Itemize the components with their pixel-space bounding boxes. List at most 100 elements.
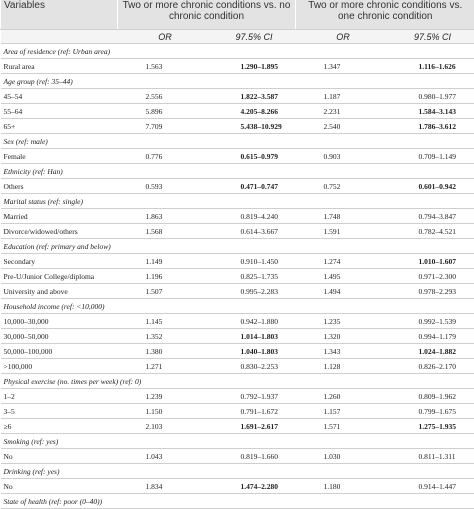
row-label: 45–54 <box>1 89 118 104</box>
row-label: 30,000–50,000 <box>1 329 118 344</box>
value-cell: 1.040–1.803 <box>213 344 296 359</box>
value-cell: 0.942–1.880 <box>213 314 296 329</box>
value-cell: 0.978–2.293 <box>391 284 474 299</box>
value-cell: 0.819–1.660 <box>213 449 296 464</box>
subheader-row: OR 97.5% CI OR 97.5% CI <box>1 30 474 44</box>
value-cell: 1.145 <box>118 314 213 329</box>
value-cell: 2.231 <box>296 104 391 119</box>
value-cell: 0.910–1.450 <box>213 254 296 269</box>
value-cell: 0.980–1.977 <box>391 89 474 104</box>
value-text: 1.116–1.626 <box>419 62 456 71</box>
row-label: 10,000–30,000 <box>1 314 118 329</box>
value-cell: 0.782–4.521 <box>391 224 474 239</box>
value-text: 1.474–2.280 <box>241 482 279 491</box>
value-cell: 1.290–1.895 <box>213 59 296 74</box>
value-cell: 0.914–1.447 <box>391 479 474 494</box>
value-cell: 1.180 <box>296 479 391 494</box>
value-text: 1.040–1.803 <box>241 347 279 356</box>
value-cell: 1.320 <box>296 329 391 344</box>
value-cell: 1.239 <box>118 389 213 404</box>
value-cell: 0.903 <box>296 149 391 164</box>
value-text: 1.290–1.895 <box>241 62 279 71</box>
section-row: Area of residence (ref: Urban area) <box>1 44 474 59</box>
section-label: Sex (ref: male) <box>1 134 474 149</box>
section-row: State of health (ref: poor (0–40)) <box>1 494 474 509</box>
value-cell: 1.187 <box>296 89 391 104</box>
value-text: 0.601–0.942 <box>419 182 457 191</box>
value-cell: 5.896 <box>118 104 213 119</box>
value-cell: 2.103 <box>118 419 213 434</box>
section-label: Area of residence (ref: Urban area) <box>1 44 474 59</box>
section-label: Physical exercise (no. times per week) (… <box>1 374 474 389</box>
row-label: Pre-U/Junior College/diploma <box>1 269 118 284</box>
value-cell: 1.157 <box>296 404 391 419</box>
value-cell: 0.776 <box>118 149 213 164</box>
row-label: Secondary <box>1 254 118 269</box>
value-cell: 1.380 <box>118 344 213 359</box>
value-cell: 1.128 <box>296 359 391 374</box>
value-cell: 1.474–2.280 <box>213 479 296 494</box>
section-label: Drinking (ref: yes) <box>1 464 474 479</box>
row-label: ≥6 <box>1 419 118 434</box>
section-row: Household income (ref: <10,000) <box>1 299 474 314</box>
value-cell: 0.825–1.735 <box>213 269 296 284</box>
section-label: Age group (ref: 35–44) <box>1 74 474 89</box>
value-cell: 0.794–3.847 <box>391 209 474 224</box>
value-cell: 1.834 <box>118 479 213 494</box>
value-cell: 4.205–8.266 <box>213 104 296 119</box>
section-label: Household income (ref: <10,000) <box>1 299 474 314</box>
value-text: 5.438–10.929 <box>241 122 282 131</box>
value-cell: 0.471–0.747 <box>213 179 296 194</box>
value-cell: 0.791–1.672 <box>213 404 296 419</box>
section-label: State of health (ref: poor (0–40)) <box>1 494 474 509</box>
value-cell: 0.614–3.667 <box>213 224 296 239</box>
value-cell: 5.438–10.929 <box>213 119 296 134</box>
value-cell: 1.591 <box>296 224 391 239</box>
section-row: Drinking (ref: yes) <box>1 464 474 479</box>
value-cell: 1.024–1.882 <box>391 344 474 359</box>
value-cell: 0.809–1.962 <box>391 389 474 404</box>
header-cell: Variables <box>1 0 118 30</box>
value-cell: 0.994–1.179 <box>391 329 474 344</box>
value-text: 1.822–3.587 <box>241 92 279 101</box>
section-label: Education (ref: primary and below) <box>1 239 474 254</box>
value-cell: 0.792–1.937 <box>213 389 296 404</box>
row-label: No <box>1 449 118 464</box>
value-cell: 1.043 <box>118 449 213 464</box>
value-cell: 2.540 <box>296 119 391 134</box>
value-cell: 1.507 <box>118 284 213 299</box>
value-text: 1.014–1.803 <box>241 332 279 341</box>
value-text: 1.275–1.935 <box>419 422 457 431</box>
section-row: Smoking (ref: yes) <box>1 434 474 449</box>
value-cell: 1.822–3.587 <box>213 89 296 104</box>
row-label: 65+ <box>1 119 118 134</box>
value-text: 1.691–2.617 <box>241 422 279 431</box>
value-cell: 1.748 <box>296 209 391 224</box>
value-cell: 0.992–1.539 <box>391 314 474 329</box>
value-cell: 2.556 <box>118 89 213 104</box>
value-text: 1.786–3.612 <box>419 122 457 131</box>
row-label: No <box>1 479 118 494</box>
value-cell: 1.116–1.626 <box>391 59 474 74</box>
header-cell: Two or more chronic conditions vs. one c… <box>296 0 474 30</box>
value-cell: 1.150 <box>118 404 213 419</box>
value-cell: 0.971–2.300 <box>391 269 474 284</box>
value-cell: 1.352 <box>118 329 213 344</box>
value-cell: 1.274 <box>296 254 391 269</box>
value-cell: 1.030 <box>296 449 391 464</box>
value-text: 1.010–1.607 <box>419 257 457 266</box>
header-row: Variables Two or more chronic conditions… <box>1 0 474 30</box>
row-label: 3–5 <box>1 404 118 419</box>
